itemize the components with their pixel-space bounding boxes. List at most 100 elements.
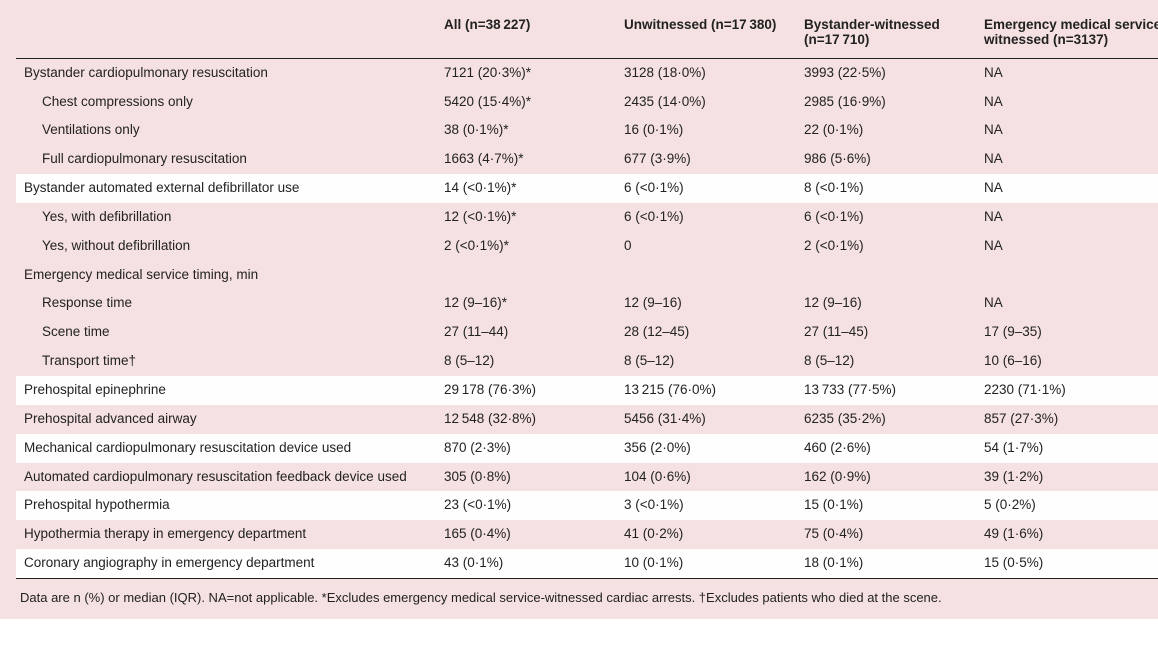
cell-all: 27 (11–44) bbox=[436, 318, 616, 347]
row-label: Emergency medical service timing, min bbox=[16, 261, 436, 290]
row-label: Bystander cardiopulmonary resuscitation bbox=[16, 58, 436, 87]
cell-unw: 16 (0·1%) bbox=[616, 116, 796, 145]
row-label: Chest compressions only bbox=[16, 88, 436, 117]
row-label: Hypothermia therapy in emergency departm… bbox=[16, 520, 436, 549]
table-head: All (n=38 227) Unwitnessed (n=17 380) By… bbox=[16, 12, 1158, 58]
cell-byw: 12 (9–16) bbox=[796, 289, 976, 318]
cell-byw bbox=[796, 261, 976, 290]
table-row: Prehospital epinephrine29 178 (76·3%)13 … bbox=[16, 376, 1158, 405]
cell-all: 14 (<0·1%)* bbox=[436, 174, 616, 203]
table-row: Ventilations only38 (0·1%)*16 (0·1%)22 (… bbox=[16, 116, 1158, 145]
cell-all: 305 (0·8%) bbox=[436, 463, 616, 492]
cell-byw: 8 (5–12) bbox=[796, 347, 976, 376]
row-label: Ventilations only bbox=[16, 116, 436, 145]
table-row: Bystander automated external defibrillat… bbox=[16, 174, 1158, 203]
cell-ems: 10 (6–16) bbox=[976, 347, 1158, 376]
cell-ems: 15 (0·5%) bbox=[976, 549, 1158, 578]
table-row: Chest compressions only5420 (15·4%)*2435… bbox=[16, 88, 1158, 117]
col-header-bystander: Bystander-witnessed (n=17 710) bbox=[796, 12, 976, 58]
row-label: Coronary angiography in emergency depart… bbox=[16, 549, 436, 578]
row-label: Bystander automated external defibrillat… bbox=[16, 174, 436, 203]
table-row: Mechanical cardiopulmonary resuscitation… bbox=[16, 434, 1158, 463]
cell-unw: 6 (<0·1%) bbox=[616, 203, 796, 232]
cell-byw: 162 (0·9%) bbox=[796, 463, 976, 492]
cell-all: 165 (0·4%) bbox=[436, 520, 616, 549]
col-header-label bbox=[16, 12, 436, 58]
cell-unw: 3 (<0·1%) bbox=[616, 491, 796, 520]
data-table: All (n=38 227) Unwitnessed (n=17 380) By… bbox=[16, 12, 1158, 609]
table-row: Coronary angiography in emergency depart… bbox=[16, 549, 1158, 578]
cell-byw: 2985 (16·9%) bbox=[796, 88, 976, 117]
table-container: All (n=38 227) Unwitnessed (n=17 380) By… bbox=[0, 0, 1158, 619]
cell-unw: 677 (3·9%) bbox=[616, 145, 796, 174]
cell-byw: 8 (<0·1%) bbox=[796, 174, 976, 203]
table-body: Bystander cardiopulmonary resuscitation7… bbox=[16, 58, 1158, 578]
row-label: Full cardiopulmonary resuscitation bbox=[16, 145, 436, 174]
cell-all: 7121 (20·3%)* bbox=[436, 58, 616, 87]
table-row: Response time12 (9–16)*12 (9–16)12 (9–16… bbox=[16, 289, 1158, 318]
table-row: Prehospital hypothermia23 (<0·1%)3 (<0·1… bbox=[16, 491, 1158, 520]
table-row: Scene time27 (11–44)28 (12–45)27 (11–45)… bbox=[16, 318, 1158, 347]
cell-unw: 5456 (31·4%) bbox=[616, 405, 796, 434]
cell-byw: 6 (<0·1%) bbox=[796, 203, 976, 232]
footnote-row: Data are n (%) or median (IQR). NA=not a… bbox=[16, 578, 1158, 609]
table-row: Full cardiopulmonary resuscitation1663 (… bbox=[16, 145, 1158, 174]
cell-ems: NA bbox=[976, 232, 1158, 261]
cell-ems: NA bbox=[976, 145, 1158, 174]
cell-byw: 18 (0·1%) bbox=[796, 549, 976, 578]
row-label: Mechanical cardiopulmonary resuscitation… bbox=[16, 434, 436, 463]
cell-unw: 2435 (14·0%) bbox=[616, 88, 796, 117]
row-label: Transport time† bbox=[16, 347, 436, 376]
table-row: Emergency medical service timing, min bbox=[16, 261, 1158, 290]
cell-ems: NA bbox=[976, 203, 1158, 232]
cell-unw bbox=[616, 261, 796, 290]
cell-unw: 8 (5–12) bbox=[616, 347, 796, 376]
cell-ems: 39 (1·2%) bbox=[976, 463, 1158, 492]
row-label: Prehospital epinephrine bbox=[16, 376, 436, 405]
cell-byw: 75 (0·4%) bbox=[796, 520, 976, 549]
cell-unw: 356 (2·0%) bbox=[616, 434, 796, 463]
cell-unw: 10 (0·1%) bbox=[616, 549, 796, 578]
table-row: Automated cardiopulmonary resuscitation … bbox=[16, 463, 1158, 492]
col-header-ems: Emergency medical service-witnessed (n=3… bbox=[976, 12, 1158, 58]
table-row: Bystander cardiopulmonary resuscitation7… bbox=[16, 58, 1158, 87]
row-label: Automated cardiopulmonary resuscitation … bbox=[16, 463, 436, 492]
cell-all bbox=[436, 261, 616, 290]
cell-all: 1663 (4·7%)* bbox=[436, 145, 616, 174]
cell-unw: 13 215 (76·0%) bbox=[616, 376, 796, 405]
cell-all: 12 548 (32·8%) bbox=[436, 405, 616, 434]
table-foot: Data are n (%) or median (IQR). NA=not a… bbox=[16, 578, 1158, 609]
cell-all: 12 (<0·1%)* bbox=[436, 203, 616, 232]
cell-byw: 13 733 (77·5%) bbox=[796, 376, 976, 405]
row-label: Yes, with defibrillation bbox=[16, 203, 436, 232]
cell-byw: 22 (0·1%) bbox=[796, 116, 976, 145]
cell-ems: 857 (27·3%) bbox=[976, 405, 1158, 434]
table-row: Yes, without defibrillation2 (<0·1%)*02 … bbox=[16, 232, 1158, 261]
cell-all: 2 (<0·1%)* bbox=[436, 232, 616, 261]
cell-ems: 17 (9–35) bbox=[976, 318, 1158, 347]
cell-ems: NA bbox=[976, 174, 1158, 203]
cell-byw: 3993 (22·5%) bbox=[796, 58, 976, 87]
cell-all: 38 (0·1%)* bbox=[436, 116, 616, 145]
cell-byw: 2 (<0·1%) bbox=[796, 232, 976, 261]
cell-unw: 28 (12–45) bbox=[616, 318, 796, 347]
cell-all: 8 (5–12) bbox=[436, 347, 616, 376]
cell-ems: NA bbox=[976, 58, 1158, 87]
cell-ems bbox=[976, 261, 1158, 290]
cell-ems: 5 (0·2%) bbox=[976, 491, 1158, 520]
cell-all: 870 (2·3%) bbox=[436, 434, 616, 463]
cell-byw: 460 (2·6%) bbox=[796, 434, 976, 463]
cell-all: 12 (9–16)* bbox=[436, 289, 616, 318]
cell-byw: 27 (11–45) bbox=[796, 318, 976, 347]
cell-all: 43 (0·1%) bbox=[436, 549, 616, 578]
row-label: Prehospital advanced airway bbox=[16, 405, 436, 434]
cell-byw: 15 (0·1%) bbox=[796, 491, 976, 520]
cell-all: 23 (<0·1%) bbox=[436, 491, 616, 520]
row-label: Prehospital hypothermia bbox=[16, 491, 436, 520]
cell-unw: 6 (<0·1%) bbox=[616, 174, 796, 203]
cell-unw: 104 (0·6%) bbox=[616, 463, 796, 492]
cell-ems: NA bbox=[976, 116, 1158, 145]
header-row: All (n=38 227) Unwitnessed (n=17 380) By… bbox=[16, 12, 1158, 58]
row-label: Yes, without defibrillation bbox=[16, 232, 436, 261]
cell-byw: 6235 (35·2%) bbox=[796, 405, 976, 434]
